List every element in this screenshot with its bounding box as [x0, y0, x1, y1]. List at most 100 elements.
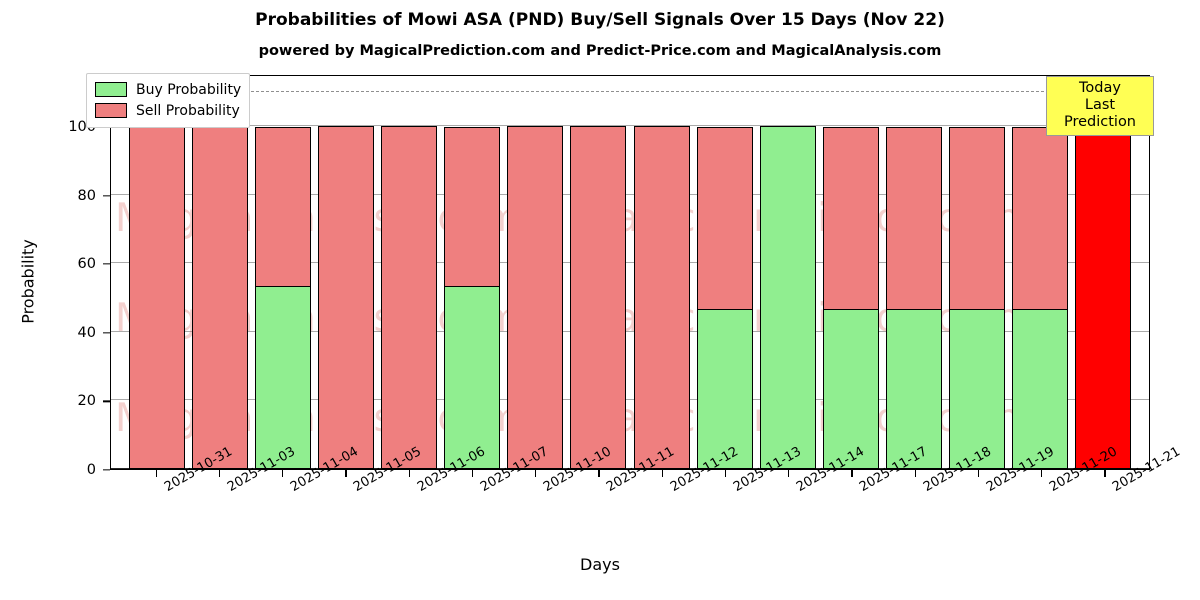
reference-line [111, 90, 1149, 92]
x-tick-mark-2025-11-21 [1104, 470, 1106, 477]
bar-slot [756, 126, 819, 469]
x-tick-label-2025-11-05: 2025-11-05 [351, 444, 424, 495]
bar-2025-11-05[interactable] [317, 126, 374, 469]
legend-item-buy[interactable]: Buy Probability [95, 79, 241, 100]
x-tick-label-2025-11-17: 2025-11-17 [857, 444, 930, 495]
bar-slot [188, 126, 251, 469]
bar-slot [946, 126, 1009, 469]
y-tick-label-20: 20 [77, 393, 96, 410]
x-tick-mark-2025-11-04 [282, 470, 284, 477]
bar-slot [1009, 126, 1072, 469]
page-title: Probabilities of Mowi ASA (PND) Buy/Sell… [255, 10, 945, 30]
bar-segment-buy[interactable] [1012, 308, 1069, 469]
bar-slot [693, 126, 756, 469]
x-tick-mark-2025-11-03 [218, 470, 221, 477]
bar-2025-11-11[interactable] [570, 126, 627, 469]
bar-segment-sell[interactable] [570, 126, 627, 469]
bar-2025-11-04[interactable] [254, 127, 311, 469]
bar-2025-11-13[interactable] [696, 127, 753, 469]
bar-segment-buy[interactable] [886, 308, 943, 469]
bar-2025-11-06[interactable] [381, 126, 438, 469]
x-tick-mark-2025-11-20 [1041, 470, 1043, 477]
bar-segment-sell[interactable] [886, 127, 943, 311]
bar-segment-sell[interactable] [949, 127, 1006, 311]
x-tick-mark-2025-11-06 [408, 470, 410, 477]
bar-2025-11-14[interactable] [759, 126, 816, 469]
bar-2025-11-19[interactable] [949, 127, 1006, 469]
x-tick-label-2025-11-21: 2025-11-21 [1110, 444, 1183, 495]
bar-segment-sell[interactable] [317, 126, 374, 469]
x-tick-mark-2025-11-07 [471, 470, 474, 477]
y-axis: 0 20 40 60 80 100 [0, 75, 110, 478]
bar-segment-sell[interactable] [381, 126, 438, 469]
x-tick-label-2025-11-10: 2025-11-10 [541, 444, 614, 495]
bar-segment-sell[interactable] [822, 127, 879, 311]
bar-segment-sell[interactable] [1012, 127, 1069, 311]
x-tick-mark-2025-11-11 [598, 470, 600, 477]
bar-segment-buy[interactable] [444, 286, 501, 469]
bar-segment-buy[interactable] [822, 308, 879, 469]
bar-group [111, 126, 1149, 469]
bar-slot [819, 126, 882, 469]
bar-slot [883, 126, 946, 469]
bar-2025-11-10[interactable] [507, 126, 564, 469]
x-tick-mark-2025-11-14 [788, 470, 790, 477]
bar-2025-10-31[interactable] [128, 126, 185, 469]
bar-segment-buy[interactable] [696, 308, 753, 469]
x-tick-mark-2025-11-17 [851, 470, 853, 477]
bar-slot [504, 126, 567, 469]
y-tick-mark-40 [103, 332, 110, 334]
x-tick-mark-2025-10-31 [155, 470, 157, 477]
chart-legend: Buy Probability Sell Probability [86, 73, 251, 128]
x-tick-label-2025-11-07: 2025-11-07 [478, 444, 551, 495]
y-tick-mark-80 [103, 194, 110, 197]
x-tick-mark-2025-11-18 [914, 470, 916, 477]
gridline-20 [111, 399, 1149, 401]
bar-2025-11-03[interactable] [191, 126, 248, 469]
bar-segment-sell[interactable] [254, 127, 311, 288]
gridline-80 [111, 193, 1149, 195]
today-annotation: Today Last Prediction [1046, 76, 1154, 136]
legend-swatch-icon [95, 103, 127, 118]
bar-2025-11-17[interactable] [822, 127, 879, 469]
bar-segment-buy[interactable] [759, 126, 816, 469]
legend-label: Sell Probability [136, 102, 240, 119]
bar-slot [1072, 126, 1135, 469]
bar-segment-sell[interactable] [633, 126, 690, 469]
bar-segment-sell[interactable] [507, 126, 564, 469]
bar-2025-11-21[interactable] [1075, 126, 1132, 469]
gridline-0 [111, 468, 1149, 469]
bar-2025-11-12[interactable] [633, 126, 690, 469]
x-tick-mark-2025-11-13 [724, 470, 727, 477]
y-tick-label-80: 80 [77, 187, 96, 204]
y-tick-label-40: 40 [77, 324, 96, 341]
bar-segment-sell[interactable] [128, 126, 185, 469]
legend-item-sell[interactable]: Sell Probability [95, 100, 241, 121]
bar-slot [378, 126, 441, 469]
x-axis-label: Days [580, 555, 620, 574]
bar-segment-sell[interactable] [696, 127, 753, 311]
x-tick-label-2025-11-11: 2025-11-11 [604, 444, 677, 495]
bar-segment-buy[interactable] [254, 286, 311, 469]
y-tick-label-60: 60 [77, 256, 96, 273]
x-tick-mark-2025-11-12 [661, 470, 663, 477]
x-tick-label-2025-11-12: 2025-11-12 [668, 444, 741, 495]
bar-segment-sell[interactable] [191, 126, 248, 469]
bar-2025-11-18[interactable] [886, 127, 943, 469]
bar-2025-11-20[interactable] [1012, 127, 1069, 469]
x-tick-label-2025-11-20: 2025-11-20 [1047, 444, 1120, 495]
gridline-40 [111, 330, 1149, 332]
bar-slot [567, 126, 630, 469]
x-tick-mark-2025-11-05 [345, 470, 347, 477]
x-tick-label-2025-11-06: 2025-11-06 [415, 444, 488, 495]
bar-segment-buy[interactable] [949, 308, 1006, 469]
today-label-line2: Last Prediction [1063, 97, 1137, 130]
x-tick-label-2025-10-31: 2025-10-31 [162, 444, 235, 495]
bar-2025-11-07[interactable] [444, 127, 501, 469]
x-tick-label-2025-11-13: 2025-11-13 [731, 444, 804, 495]
bar-segment-today[interactable] [1075, 126, 1132, 469]
bar-segment-sell[interactable] [444, 127, 501, 288]
today-label-line1: Today [1079, 80, 1121, 96]
x-tick-label-2025-11-19: 2025-11-19 [984, 444, 1057, 495]
